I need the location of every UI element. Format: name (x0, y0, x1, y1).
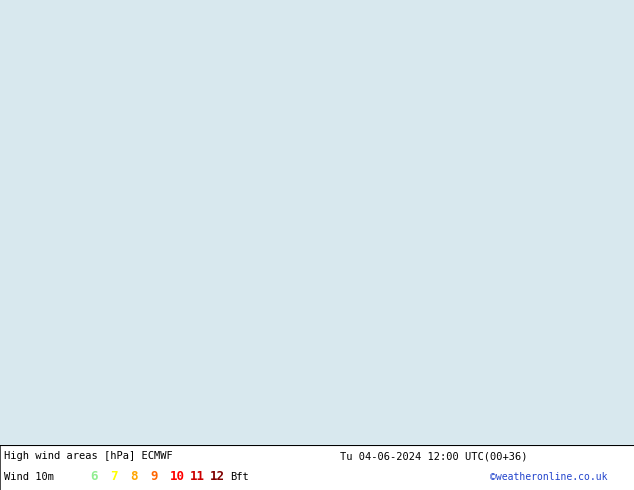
Text: Tu 04-06-2024 12:00 UTC(00+36): Tu 04-06-2024 12:00 UTC(00+36) (340, 451, 527, 461)
Text: 7: 7 (110, 470, 117, 483)
Text: 11: 11 (190, 470, 205, 483)
Text: Bft: Bft (230, 472, 249, 482)
Text: 10: 10 (170, 470, 185, 483)
Text: 12: 12 (210, 470, 225, 483)
Text: ©weatheronline.co.uk: ©weatheronline.co.uk (490, 472, 607, 482)
Text: Wind 10m: Wind 10m (4, 472, 54, 482)
Text: 6: 6 (90, 470, 98, 483)
Text: 9: 9 (150, 470, 157, 483)
Text: 8: 8 (130, 470, 138, 483)
Text: High wind areas [hPa] ECMWF: High wind areas [hPa] ECMWF (4, 451, 172, 461)
